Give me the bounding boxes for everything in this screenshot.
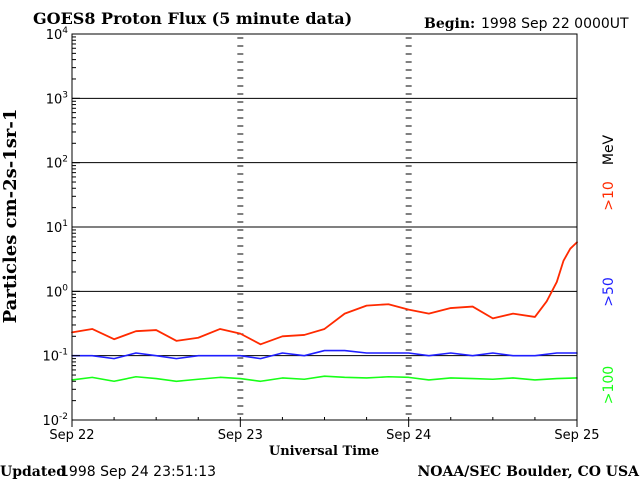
y-tick-label: 104 [46,26,69,43]
y-tick-label: 10-1 [42,348,68,365]
x-tick-label: Sep 22 [49,428,94,443]
grid-layer [72,37,577,415]
begin-label: Begin: [424,16,475,32]
y-tick-label: 102 [46,155,68,172]
updated-value: 1998 Sep 24 23:51:13 [60,464,216,480]
legend-gt10: >10 [601,181,617,211]
series-line-0 [71,241,578,346]
updated-label: Updated [0,464,66,480]
chart-title: GOES8 Proton Flux (5 minute data) [33,9,352,28]
x-tick-label: Sep 25 [554,428,599,443]
begin-value: 1998 Sep 22 0000UT [481,16,629,32]
y-tick-label: 10-2 [42,412,68,429]
series-line-1 [71,349,578,360]
legend-gt100: >100 [601,366,617,404]
footer-credit: NOAA/SEC Boulder, CO USA [418,464,640,480]
axis-layer: 10-2 10-1 100 101 102 103 104 Sep 22 Sep 23 Sep 2… [42,26,599,443]
y-tick-label: 100 [46,283,69,300]
y-tick-label: 103 [46,90,68,107]
series-layer [71,241,578,383]
legend-unit: MeV [601,134,617,165]
legend-gt50: >50 [601,277,617,307]
plot-frame [71,33,578,421]
y-axis-label: Particles cm-2s-1sr-1 [0,109,21,324]
x-axis-label: Universal Time [269,444,379,459]
x-tick-label: Sep 23 [218,428,263,443]
y-tick-label: 101 [46,219,68,236]
series-line-2 [71,375,578,383]
x-tick-label: Sep 24 [386,428,431,443]
